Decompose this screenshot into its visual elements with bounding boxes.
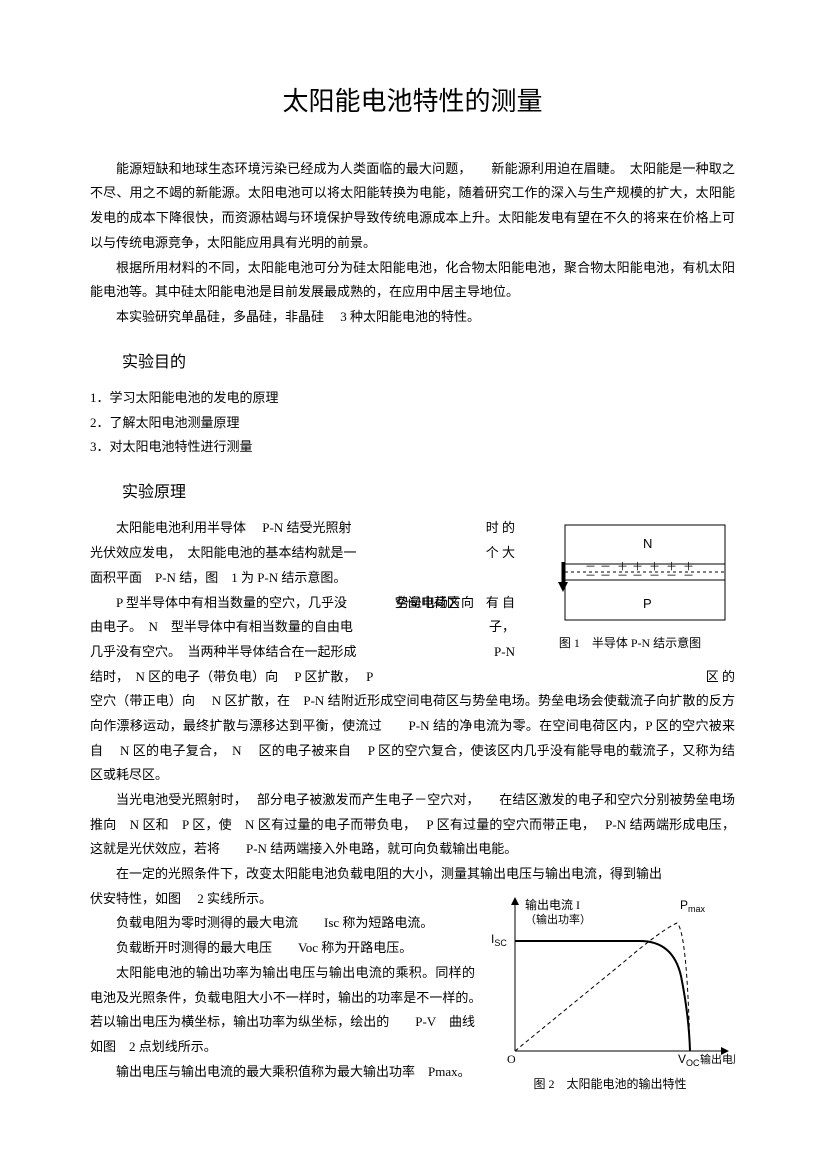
figure-1-caption: 图 1 半导体 P-N 结示意图 <box>525 632 735 655</box>
svg-text:－: － <box>600 570 611 582</box>
fig2-ysub: （输出功率） <box>525 912 591 926</box>
svg-text:－: － <box>649 570 660 582</box>
section-principle-title: 实验原理 <box>122 478 735 508</box>
goal-3: 3．对太阳电池特性进行测量 <box>90 435 735 460</box>
figure-2: 输出电流 I （输出功率） ISC Pmax VOC 输出电压 V O 图 2 … <box>485 891 735 1096</box>
fig1-n-label: N <box>643 536 652 551</box>
figure-2-caption: 图 2 太阳能电池的输出特性 <box>485 1073 735 1096</box>
iv-curve-diagram: 输出电流 I （输出功率） ISC Pmax VOC 输出电压 V O <box>485 891 735 1071</box>
fig2-pmax: Pmax <box>680 898 706 914</box>
principle-p8: 空穴（带正电）向 N 区扩散，在 P-N 结附近形成空间电荷区与势垒电场。势垒电… <box>90 689 735 788</box>
fig2-voc: VOC <box>678 1052 700 1068</box>
principle-p9: 当光电池受光照射时， 部分电子被激发而产生电子－空穴对， 在结区激发的电子和空穴… <box>90 788 735 862</box>
intro-p2: 根据所用材料的不同，太阳能电池可分为硅太阳能电池，化合物太阳能电池，聚合物太阳能… <box>90 256 735 305</box>
svg-text:O: O <box>507 1052 516 1066</box>
pn-junction-diagram: －－ ＋＋ ＋＋ ＋ －－ －－ －－ － N P <box>525 520 735 630</box>
fig2-xlabel: 输出电压 V <box>700 1052 735 1066</box>
svg-text:－: － <box>666 570 677 582</box>
svg-text:－: － <box>585 570 596 582</box>
figure-1: －－ ＋＋ ＋＋ ＋ －－ －－ －－ － N P 图 1 半导体 P-N 结示… <box>525 520 735 655</box>
fig1-field-label: 势垒电场方向 <box>370 591 474 616</box>
svg-text:－: － <box>683 570 694 582</box>
intro-p3: 本实验研究单晶硅，多晶硅，非晶硅 3 种太阳能电池的特性。 <box>90 305 735 330</box>
svg-text:－: － <box>617 570 628 582</box>
principle-p10: 在一定的光照条件下，改变太阳能电池负载电阻的大小，测量其输出电压与输出电流，得到… <box>90 862 735 887</box>
principle-line7: 结时， N 区的电子（带负电）向 P 区扩散， P 区 的 <box>90 665 735 690</box>
svg-text:－: － <box>632 570 643 582</box>
goal-2: 2．了解太阳电池测量原理 <box>90 411 735 436</box>
fig2-ylabel: 输出电流 I <box>525 897 580 912</box>
fig1-p-label: P <box>643 596 652 611</box>
intro-p1: 能源短缺和地球生态环境污染已经成为人类面临的最大问题， 新能源利用迫在眉睫。 太… <box>90 157 735 256</box>
page-title: 太阳能电池特性的测量 <box>90 77 735 126</box>
section-goals-title: 实验目的 <box>122 348 735 378</box>
fig2-isc: ISC <box>491 932 507 948</box>
goal-1: 1．学习太阳能电池的发电的原理 <box>90 386 735 411</box>
